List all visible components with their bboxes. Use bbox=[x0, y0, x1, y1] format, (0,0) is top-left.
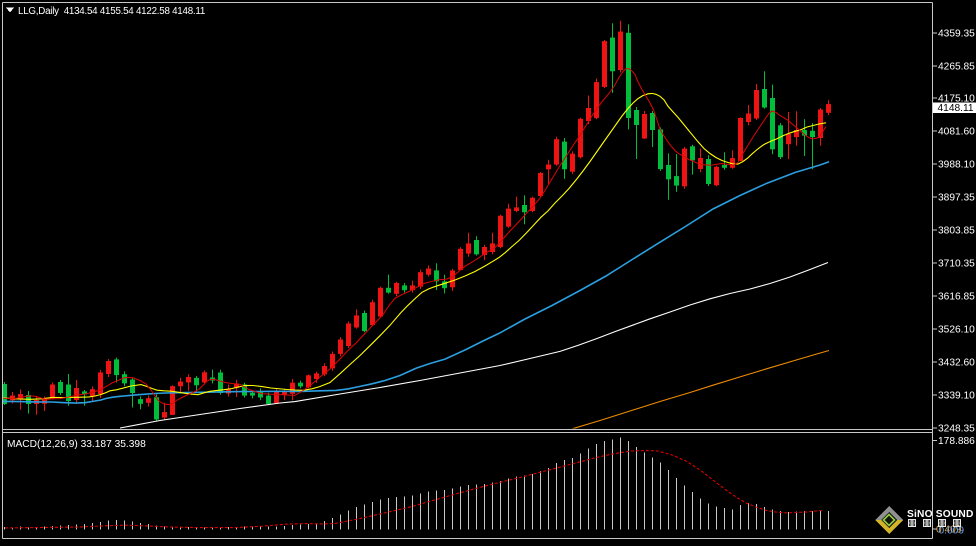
svg-text:3710.35: 3710.35 bbox=[938, 259, 975, 270]
svg-text:MACD(12,26,9) 33.187 35.398: MACD(12,26,9) 33.187 35.398 bbox=[7, 439, 146, 450]
svg-text:3339.10: 3339.10 bbox=[938, 391, 975, 402]
svg-text:3248.35: 3248.35 bbox=[938, 424, 975, 435]
svg-text:3616.85: 3616.85 bbox=[938, 292, 975, 303]
svg-text:LLG,Daily 4134.54 4155.54 412: LLG,Daily 4134.54 4155.54 4122.58 4148.1… bbox=[18, 6, 205, 17]
svg-text:4359.35: 4359.35 bbox=[938, 29, 975, 40]
svg-text:3988.10: 3988.10 bbox=[938, 160, 975, 171]
svg-text:3897.35: 3897.35 bbox=[938, 193, 975, 204]
svg-text:4175.10: 4175.10 bbox=[938, 94, 975, 105]
svg-text:4148.11: 4148.11 bbox=[938, 103, 974, 114]
svg-text:178.886: 178.886 bbox=[938, 436, 975, 447]
svg-text:3526.10: 3526.10 bbox=[938, 325, 975, 336]
svg-text:3803.85: 3803.85 bbox=[938, 226, 975, 237]
svg-text:SiNO SOUND: SiNO SOUND bbox=[907, 509, 974, 520]
svg-text:0.009: 0.009 bbox=[939, 526, 965, 537]
svg-text:3432.60: 3432.60 bbox=[938, 358, 975, 369]
svg-text:4265.85: 4265.85 bbox=[938, 62, 975, 73]
svg-text:4081.60: 4081.60 bbox=[938, 127, 975, 138]
svg-text:0.409: 0.409 bbox=[936, 525, 962, 536]
